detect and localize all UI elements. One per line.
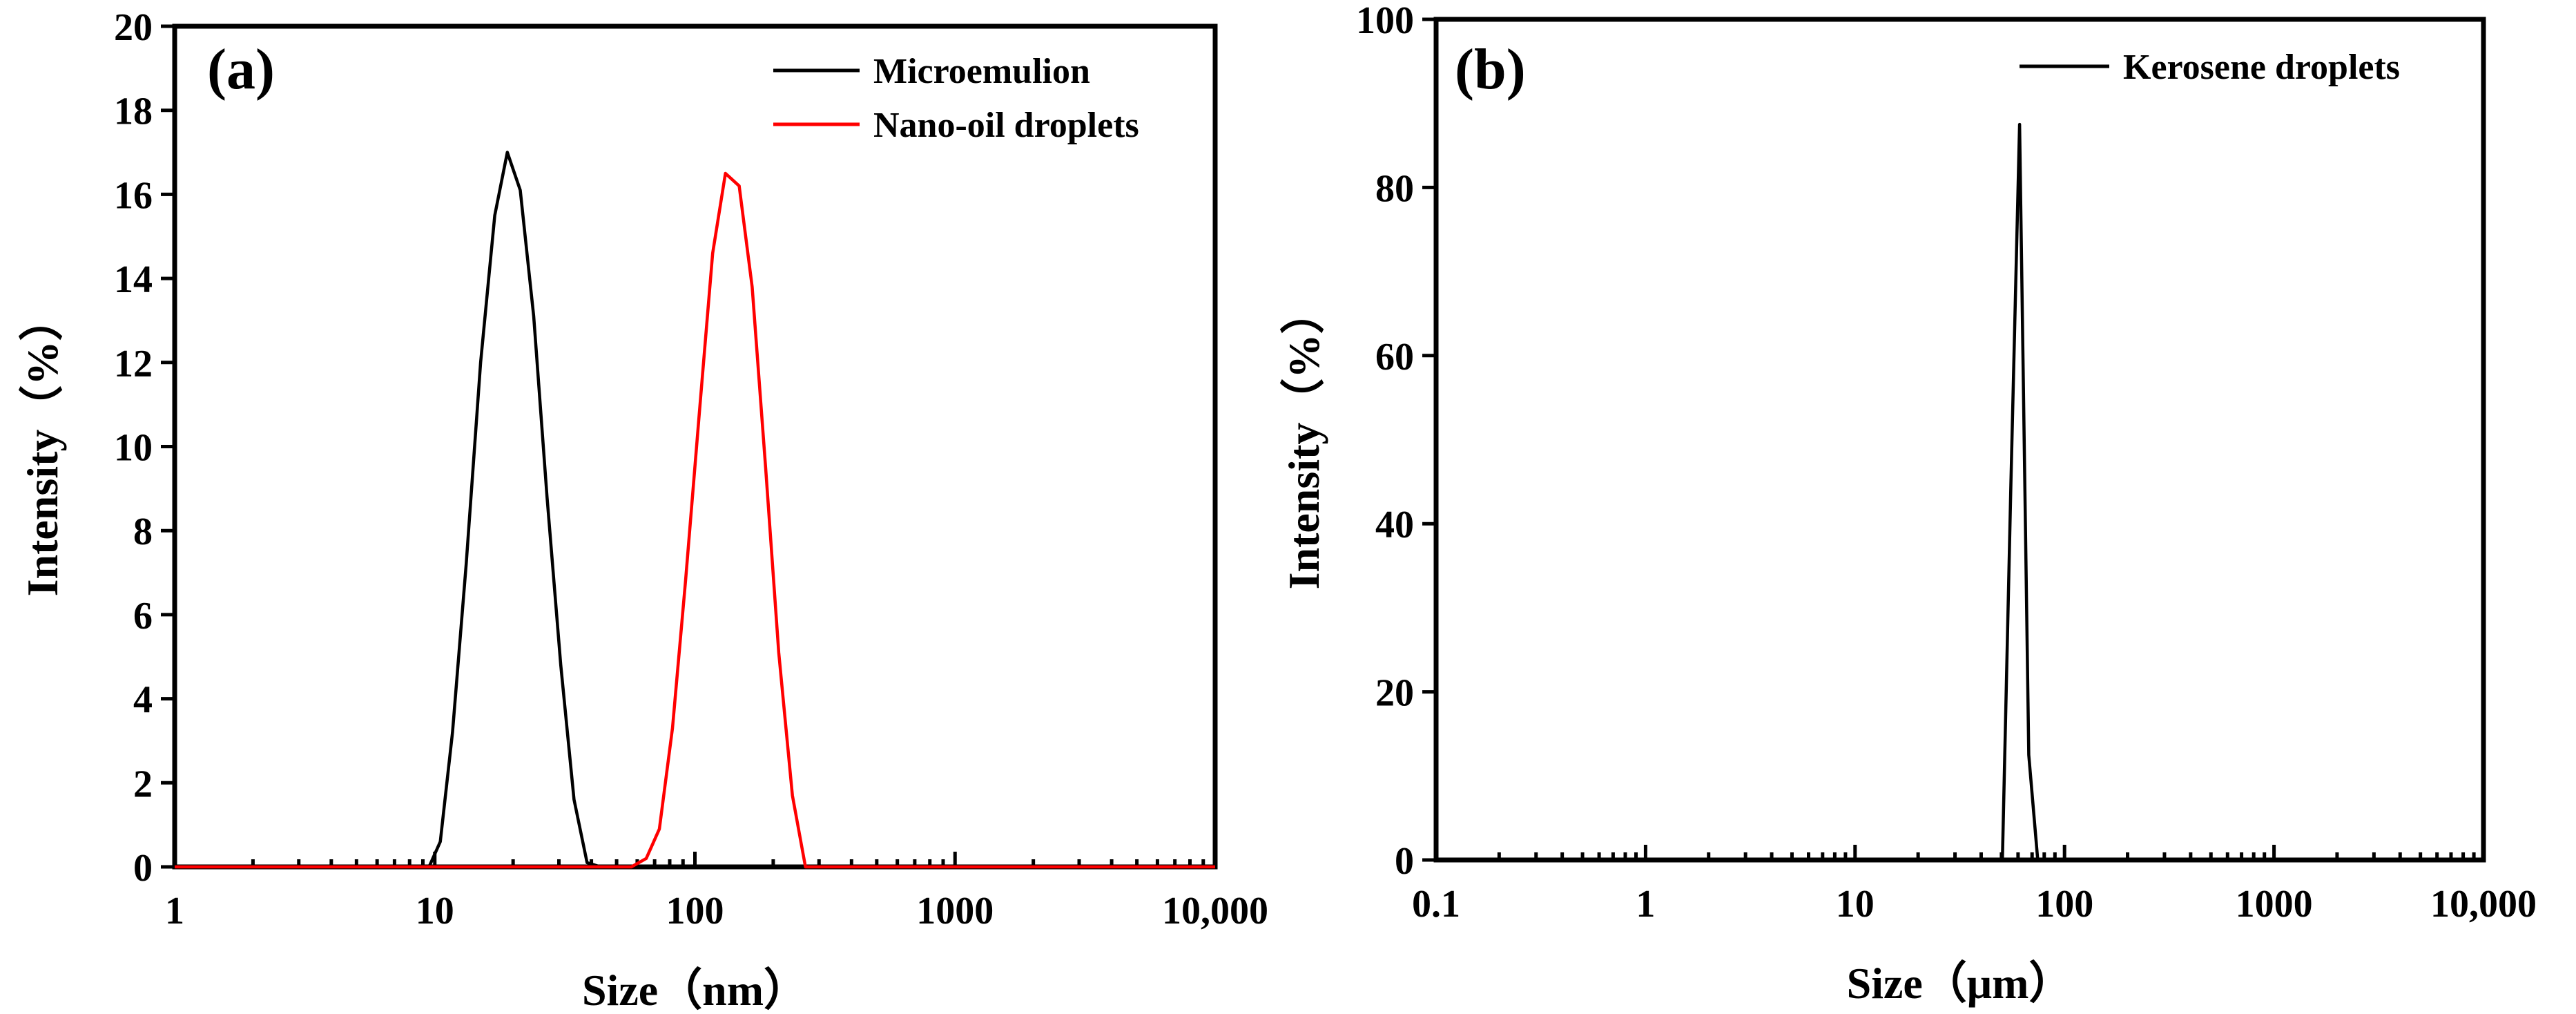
panel-a-legend-label-2: Nano-oil droplets bbox=[873, 106, 1139, 145]
panel-a-x-tick-label: 10 bbox=[416, 890, 454, 932]
panel-b-x-tick-label: 1000 bbox=[2236, 883, 2313, 926]
panel-b-y-tick-label: 100 bbox=[1356, 0, 1414, 42]
panel-a-x-tick-label: 10,000 bbox=[1162, 890, 1268, 932]
panel-a-x-tick-label: 1 bbox=[165, 890, 184, 932]
panel-b-x-tick-label: 100 bbox=[2035, 883, 2093, 926]
panel-a-y-tick-label: 14 bbox=[114, 258, 153, 301]
panel-b-plot-frame bbox=[1433, 17, 2486, 863]
panel-a-x-tick-label: 1000 bbox=[916, 890, 994, 932]
panel-a-y-tick-label: 12 bbox=[114, 343, 153, 385]
panel-a-legend-label-1: Microemulion bbox=[873, 52, 1090, 91]
panel-a-y-tick-label: 18 bbox=[114, 90, 153, 133]
panel-b-y-tick-label: 40 bbox=[1375, 504, 1414, 546]
panel-b-x-tick-label: 1 bbox=[1636, 883, 1655, 926]
panel-b-x-axis-title: Size（μm） bbox=[1847, 959, 2073, 1008]
panel-a-series-line-1 bbox=[175, 151, 1215, 869]
panel-a-plot-frame bbox=[172, 23, 1218, 870]
panel-a-y-tick-label: 4 bbox=[133, 679, 153, 722]
panel-b-x-tick-label: 0.1 bbox=[1412, 883, 1460, 926]
panel-b-y-tick-label: 0 bbox=[1395, 840, 1414, 883]
panel-a-y-tick-label: 8 bbox=[133, 510, 153, 553]
panel-b-y-tick-label: 20 bbox=[1375, 672, 1414, 715]
panel-a-y-tick-label: 20 bbox=[114, 6, 153, 49]
panel-b-legend-label-1: Kerosene droplets bbox=[2123, 48, 2400, 87]
panel-b-x-tick-label: 10 bbox=[1836, 883, 1875, 926]
panel-b-x-tick-label: 10,000 bbox=[2430, 883, 2537, 926]
panel-b-y-tick-label: 80 bbox=[1375, 167, 1414, 210]
panel-a: 0 2 4 6 8 10 12 14 16 18 20 1 10 100 1000 10,000 Microem… bbox=[18, 6, 1268, 1014]
panel-b-y-tick-label: 60 bbox=[1375, 336, 1414, 379]
panel-b-panel-label: (b) bbox=[1455, 37, 1526, 102]
panel-a-y-tick-label: 0 bbox=[133, 847, 153, 890]
panel-b-y-axis-title: Intensity（%） bbox=[1279, 290, 1328, 590]
panel-a-y-tick-label: 6 bbox=[133, 595, 153, 638]
panel-a-panel-label: (a) bbox=[207, 37, 275, 102]
panel-a-y-tick-label: 2 bbox=[133, 763, 153, 805]
panel-b-series-line-1 bbox=[1436, 122, 2483, 862]
panel-a-x-tick-label: 100 bbox=[666, 890, 724, 932]
panel-a-series-line-2 bbox=[175, 171, 1215, 869]
panel-a-y-tick-label: 16 bbox=[114, 174, 153, 217]
panel-a-x-axis-title: Size（nm） bbox=[582, 966, 808, 1014]
panel-b: 0 20 40 60 80 100 0.1 1 10 100 1000 10,000 Kerosene … bbox=[1279, 0, 2537, 1008]
panel-a-y-axis-title: Intensity（%） bbox=[18, 297, 67, 597]
panel-a-y-tick-label: 10 bbox=[114, 427, 153, 470]
